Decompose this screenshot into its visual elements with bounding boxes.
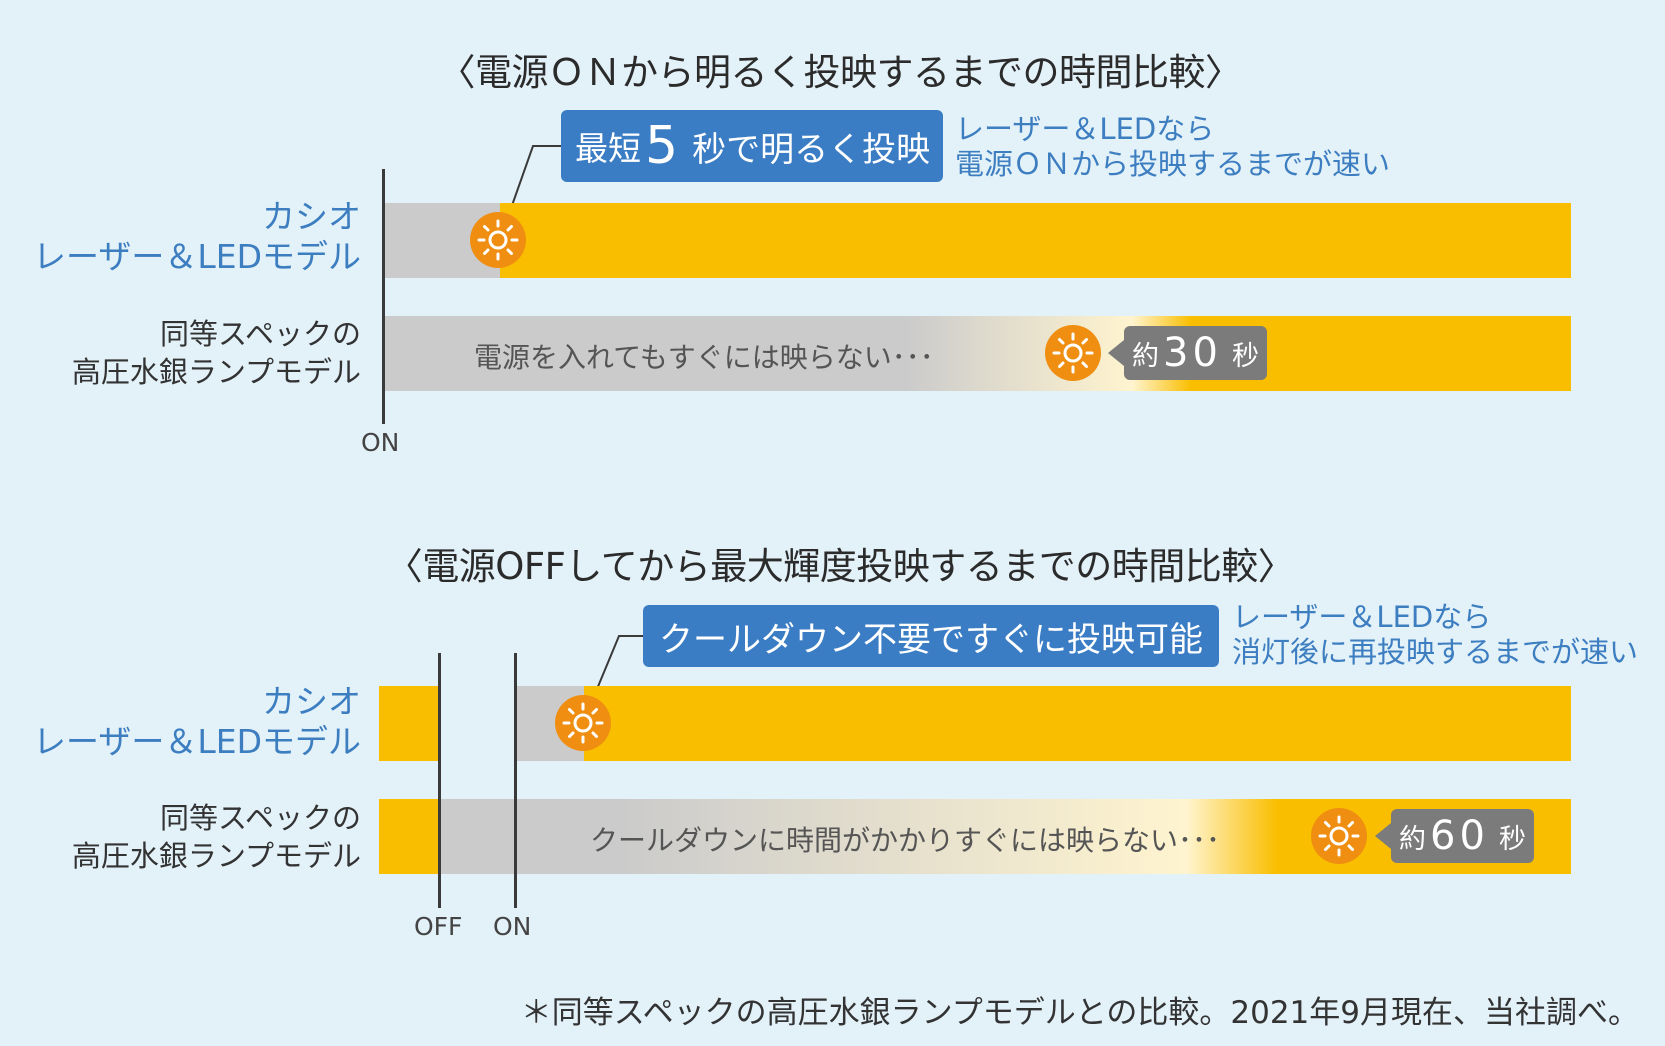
section2-note: レーザー＆LEDなら 消灯後に再投映するまでが速い (1232, 600, 1638, 670)
section1-time-badge: 約 30 秒 (1108, 326, 1267, 380)
section1-title: 〈電源ＯＮから明るく投映するまでの時間比較〉 (438, 51, 1243, 94)
section1-row2-text: 電源を入れてもすぐには映らない･･･ (474, 341, 934, 374)
section1-row2-bar (385, 316, 1571, 391)
section1-row1-label: カシオ レーザー＆LEDモデル (33, 197, 361, 277)
row-label-line1: カシオ (262, 197, 361, 236)
badge-number: 30 (1163, 330, 1222, 376)
footnote: ＊同等スペックの高圧水銀ランプモデルとの比較。2021年9月現在、当社調べ。 (520, 995, 1639, 1031)
section2-row1-before-off (379, 686, 440, 761)
badge-unit: 秒 (1231, 340, 1259, 372)
section1-callout: 最短 5 秒で明るく投映 (561, 110, 943, 182)
row-label-line2: レーザー＆LEDモデル (33, 722, 361, 761)
section2-title: 〈電源OFFしてから最大輝度投映するまでの時間比較〉 (385, 545, 1295, 588)
sun-icon (1045, 325, 1101, 381)
row-label-line2: 高圧水銀ランプモデル (71, 355, 361, 389)
note-line1: レーザー＆LEDなら (1232, 600, 1492, 634)
section2-row1-bright-segment (584, 686, 1571, 761)
section2-on-line (514, 653, 517, 908)
section1-note: レーザー＆LEDなら 電源ＯＮから投映するまでが速い (955, 112, 1390, 182)
section2-callout: クールダウン不要ですぐに投映可能 (643, 605, 1219, 667)
badge-number: 60 (1430, 813, 1489, 859)
section2-off-line (438, 653, 441, 908)
callout-prefix: 最短 (575, 129, 641, 168)
section1-on-label: ON (361, 428, 400, 457)
note-line2: 電源ＯＮから投映するまでが速い (955, 147, 1391, 181)
row-label-line1: 同等スペックの (160, 317, 361, 351)
section2-off-label: OFF (414, 912, 463, 941)
section2-row1-label: カシオ レーザー＆LEDモデル (33, 682, 361, 762)
row-label-line1: カシオ (262, 682, 361, 721)
row-label-line2: レーザー＆LEDモデル (33, 237, 361, 276)
callout-suffix: 秒で明るく投映 (692, 129, 931, 170)
section2-row2-text: クールダウンに時間がかかりすぐには映らない･･･ (590, 824, 1221, 857)
section2-callout-connector (591, 635, 643, 702)
section2-on-label: ON (493, 912, 532, 941)
section1-callout-connector (508, 145, 561, 215)
sun-icon (1311, 808, 1367, 864)
badge-prefix: 約 (1132, 340, 1160, 372)
sun-icon (555, 695, 611, 751)
row-label-line2: 高圧水銀ランプモデル (71, 839, 361, 873)
note-line2: 消灯後に再投映するまでが速い (1232, 635, 1639, 669)
badge-unit: 秒 (1498, 823, 1526, 855)
section1-row2-label: 同等スペックの 高圧水銀ランプモデル (72, 315, 361, 391)
section1-on-line (382, 169, 385, 424)
section2-row2-label: 同等スペックの 高圧水銀ランプモデル (72, 799, 361, 875)
section2-time-badge: 約 60 秒 (1375, 809, 1534, 863)
sun-icon (470, 212, 526, 268)
section2-row2-before-off (379, 799, 440, 874)
callout-number: 5 (645, 116, 679, 176)
note-line1: レーザー＆LEDなら (955, 112, 1215, 146)
badge-prefix: 約 (1399, 823, 1427, 855)
section1-row1-bright-segment (500, 203, 1571, 278)
row-label-line1: 同等スペックの (160, 801, 361, 835)
